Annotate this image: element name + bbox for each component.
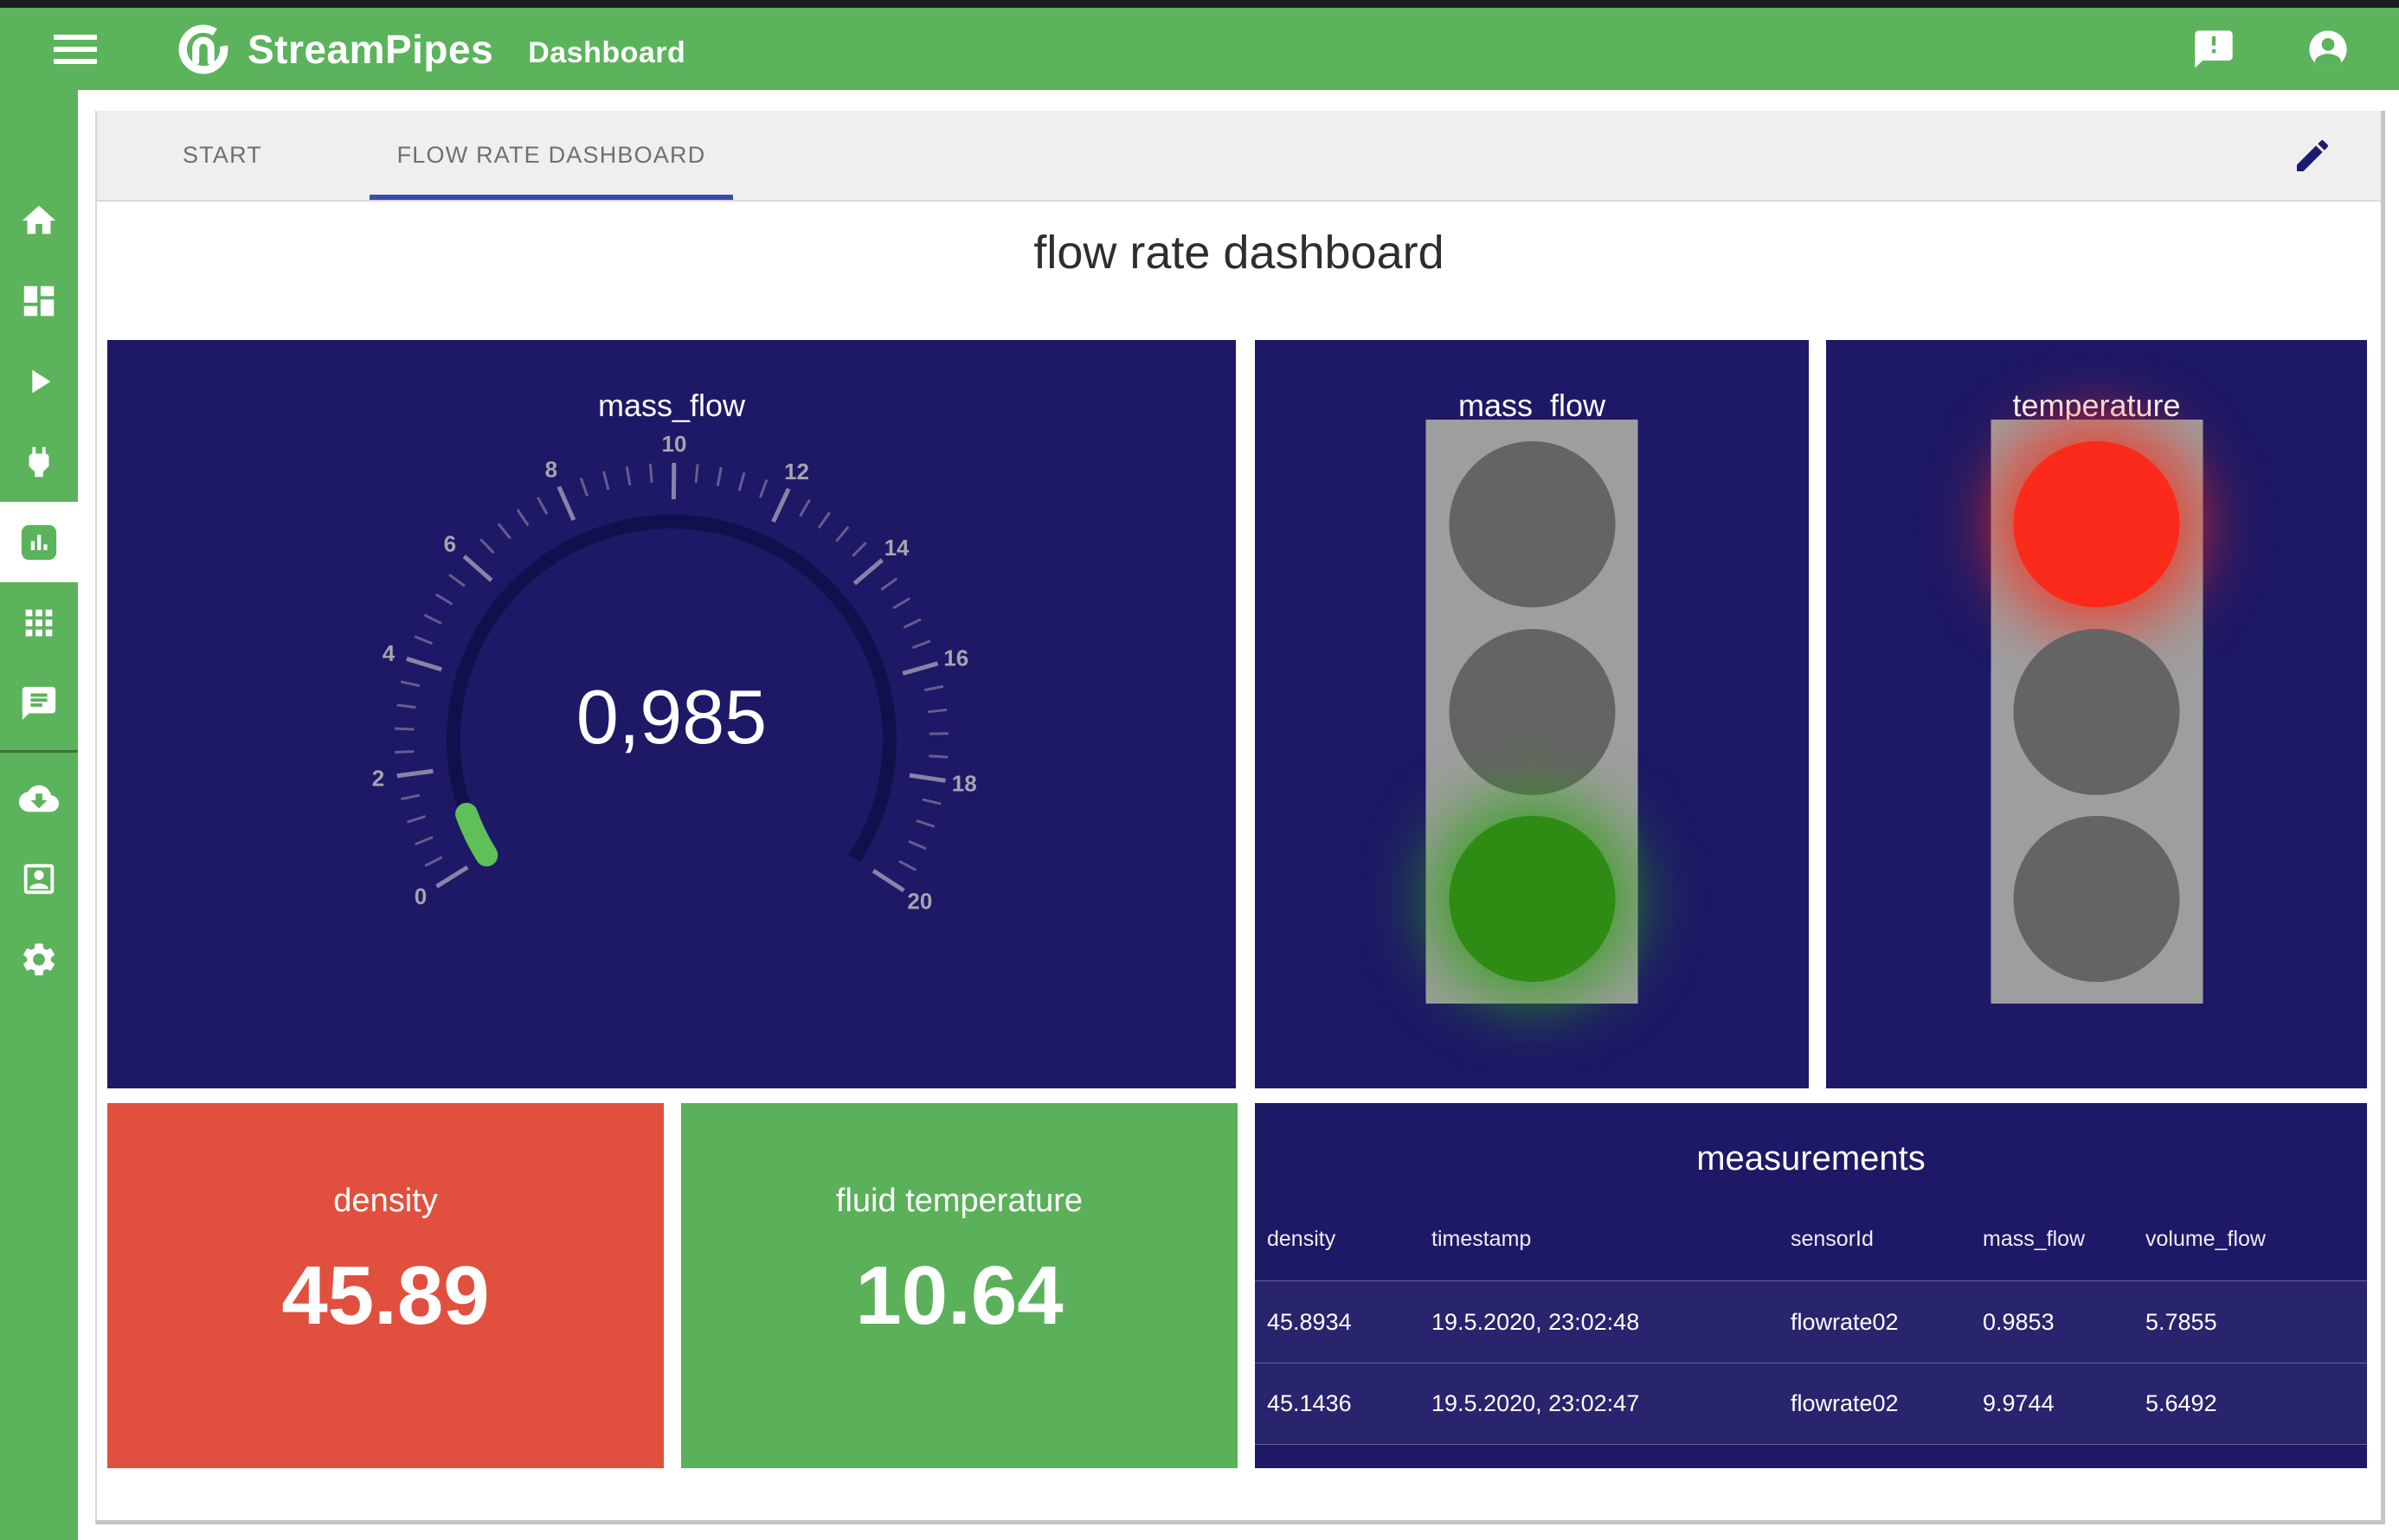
value-card-fluid-temperature: fluid temperature 10.64	[681, 1103, 1238, 1468]
sidebar-item-data-explorer[interactable]	[0, 582, 78, 663]
value-card-label: density	[333, 1183, 438, 1219]
dashboard-tabbar: START FLOW RATE DASHBOARD	[97, 111, 2381, 202]
table-title: measurements	[1696, 1139, 1926, 1177]
streampipes-logo-icon	[178, 24, 228, 74]
traffic-light-middle	[1449, 628, 1615, 795]
value-card-label: fluid temperature	[835, 1183, 1084, 1219]
cloud-download-icon	[19, 785, 59, 812]
apps-grid-icon	[25, 609, 53, 636]
svg-text:6: 6	[444, 530, 456, 556]
play-icon	[32, 369, 51, 393]
traffic-light-middle	[2013, 628, 2180, 795]
column-header: sensorId	[1791, 1227, 1874, 1251]
sidebar-item-connect[interactable]	[0, 421, 78, 502]
column-header: volume_flow	[2145, 1227, 2266, 1251]
page-section-title: Dashboard	[528, 36, 686, 69]
table-cell: flowrate02	[1791, 1390, 1899, 1416]
table-cell: 45.8934	[1267, 1308, 1352, 1335]
svg-text:16: 16	[943, 645, 968, 671]
svg-text:12: 12	[784, 459, 809, 484]
value-card-value: 45.89	[281, 1249, 490, 1342]
table-cell: 45.1436	[1267, 1390, 1352, 1416]
table-cell: 5.6492	[2145, 1390, 2217, 1416]
sidebar-divider	[0, 750, 78, 753]
chat-icon	[22, 686, 56, 720]
dashboard-content: flow rate dashboard mass_flow 0 2 4 6 8 10 12 1…	[97, 202, 2381, 1523]
traffic-light-widget-temperature: temperature	[1826, 340, 2367, 1088]
app-name: StreamPipes	[248, 26, 494, 72]
traffic-light-bottom	[1449, 816, 1615, 982]
sidebar-item-notifications[interactable]	[0, 663, 78, 743]
sidebar-item-profile[interactable]	[0, 838, 78, 919]
menu-icon[interactable]	[54, 34, 97, 64]
sidebar-item-install-pipeline-elements[interactable]	[0, 758, 78, 838]
dashboard-icon	[23, 286, 55, 316]
tab-flow-rate-dashboard[interactable]: FLOW RATE DASHBOARD	[370, 111, 733, 200]
table-cell: 0.9853	[1983, 1308, 2055, 1335]
sidebar-item-pipelines[interactable]	[0, 260, 78, 341]
traffic-light-housing	[1991, 420, 2203, 1004]
content-card: START FLOW RATE DASHBOARD flow rate dash…	[95, 111, 2385, 1524]
tab-start[interactable]: START	[182, 142, 262, 168]
traffic-light-top	[1449, 441, 1615, 607]
edit-pencil-icon[interactable]	[2292, 135, 2333, 176]
home-icon	[22, 205, 56, 234]
table-header-row: density timestamp sensorId mass_flow vol…	[1255, 1198, 2367, 1280]
column-header: density	[1267, 1227, 1336, 1251]
table-row: 45.1436 19.5.2020, 23:02:47 flowrate02 9…	[1255, 1363, 2367, 1445]
dashboard-title: flow rate dashboard	[1033, 227, 1444, 279]
column-header: timestamp	[1431, 1227, 1532, 1251]
window-top-strip	[0, 0, 2399, 8]
value-card-density: density 45.89	[107, 1103, 664, 1468]
gauge-widget-title: mass_flow	[597, 388, 746, 423]
sidebar	[0, 90, 78, 1540]
traffic-light-title: mass_flow	[1457, 388, 1606, 423]
value-card-value: 10.64	[855, 1249, 1064, 1342]
table-row: 45.8934 19.5.2020, 23:02:48 flowrate02 0…	[1255, 1280, 2367, 1363]
svg-text:10: 10	[662, 431, 687, 457]
power-plug-icon	[29, 446, 49, 477]
svg-text:0: 0	[415, 883, 427, 909]
sidebar-item-home[interactable]	[0, 180, 78, 260]
svg-text:18: 18	[952, 771, 977, 797]
gauge-widget-mass-flow: mass_flow 0 2 4 6 8 10 12 14 16 18 20 0,985	[107, 340, 1236, 1088]
settings-gear-icon	[23, 943, 55, 975]
svg-text:2: 2	[372, 766, 384, 792]
bar-chart-icon	[21, 524, 57, 560]
measurements-table: density timestamp sensorId mass_flow vol…	[1255, 1198, 2367, 1445]
account-box-icon	[23, 863, 55, 894]
table-cell: 9.9744	[1983, 1390, 2055, 1416]
table-cell: 5.7855	[2145, 1308, 2217, 1335]
feedback-icon[interactable]	[2191, 27, 2236, 72]
svg-text:4: 4	[383, 640, 396, 666]
column-header: mass_flow	[1983, 1227, 2086, 1251]
table-cell: 19.5.2020, 23:02:47	[1431, 1390, 1640, 1416]
svg-text:8: 8	[545, 457, 557, 483]
account-icon[interactable]	[2306, 27, 2351, 72]
traffic-light-housing	[1425, 420, 1638, 1004]
sidebar-item-editor[interactable]	[0, 341, 78, 421]
app-header: StreamPipes Dashboard	[0, 8, 2399, 90]
table-widget-measurements: measurements density timestamp sensorId …	[1255, 1103, 2367, 1468]
traffic-light-title: temperature	[2012, 388, 2181, 423]
traffic-light-widget-mass-flow: mass_flow	[1255, 340, 1809, 1088]
gauge-value: 0,985	[576, 674, 768, 760]
gauge-dial: 0 2 4 6 8 10 12 14 16 18 20	[372, 431, 977, 914]
svg-text:20: 20	[907, 888, 932, 914]
sidebar-item-settings[interactable]	[0, 919, 78, 999]
traffic-light-top	[2013, 441, 2180, 607]
table-cell: flowrate02	[1791, 1308, 1899, 1335]
table-cell: 19.5.2020, 23:02:48	[1431, 1308, 1640, 1335]
svg-text:14: 14	[884, 535, 910, 561]
sidebar-item-dashboard-active[interactable]	[0, 502, 78, 582]
traffic-light-bottom	[2013, 816, 2180, 982]
